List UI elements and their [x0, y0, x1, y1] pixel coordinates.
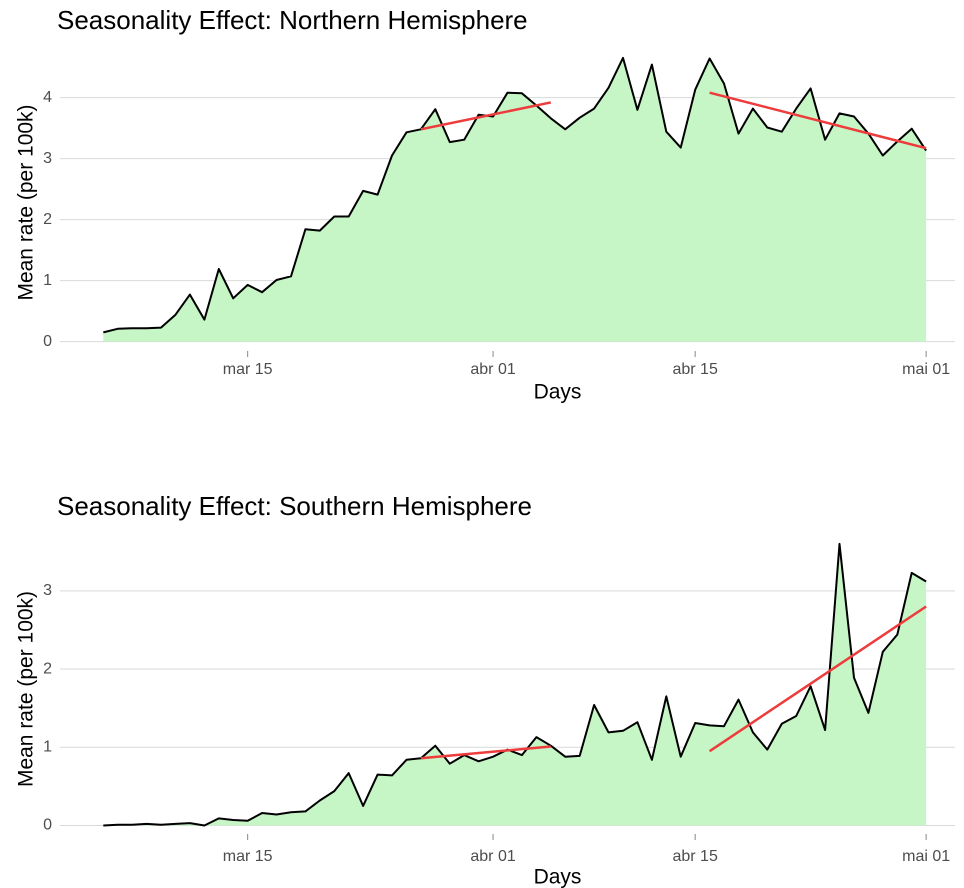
y-tick-label: 4	[43, 89, 52, 106]
y-axis-label: Mean rate (per 100k)	[15, 591, 38, 787]
y-tick-label: 0	[43, 817, 52, 834]
x-tick-label: abr 01	[470, 361, 515, 378]
x-tick-label: mar 15	[223, 361, 273, 378]
chart-title: Seasonality Effect: Northern Hemisphere	[57, 5, 528, 35]
x-tick-label: mai 01	[902, 848, 950, 865]
line	[103, 542, 927, 827]
x-axis-label: Days	[534, 381, 582, 404]
y-axis-label: Mean rate (per 100k)	[15, 104, 38, 300]
y-tick-label: 3	[43, 150, 52, 167]
y-tick-label: 2	[43, 660, 52, 677]
area	[103, 57, 927, 342]
area	[103, 543, 927, 826]
trend-line	[420, 101, 552, 131]
y-tick-label: 3	[43, 582, 52, 599]
trend-line	[420, 745, 551, 760]
x-tick-label: abr 01	[470, 848, 515, 865]
x-tick-label: abr 15	[672, 361, 717, 378]
line	[103, 56, 927, 334]
x-tick-label: abr 15	[672, 848, 717, 865]
x-tick-label: mai 01	[902, 361, 950, 378]
y-tick-label: 2	[43, 211, 52, 228]
y-tick-label: 0	[43, 333, 52, 350]
x-axis-label: Days	[534, 866, 582, 888]
y-tick-label: 1	[43, 272, 52, 289]
y-tick-label: 1	[43, 738, 52, 755]
x-tick-label: mar 15	[223, 848, 273, 865]
chart-title: Seasonality Effect: Southern Hemisphere	[57, 491, 532, 521]
trend-line	[709, 91, 927, 150]
trend-line	[708, 605, 927, 753]
